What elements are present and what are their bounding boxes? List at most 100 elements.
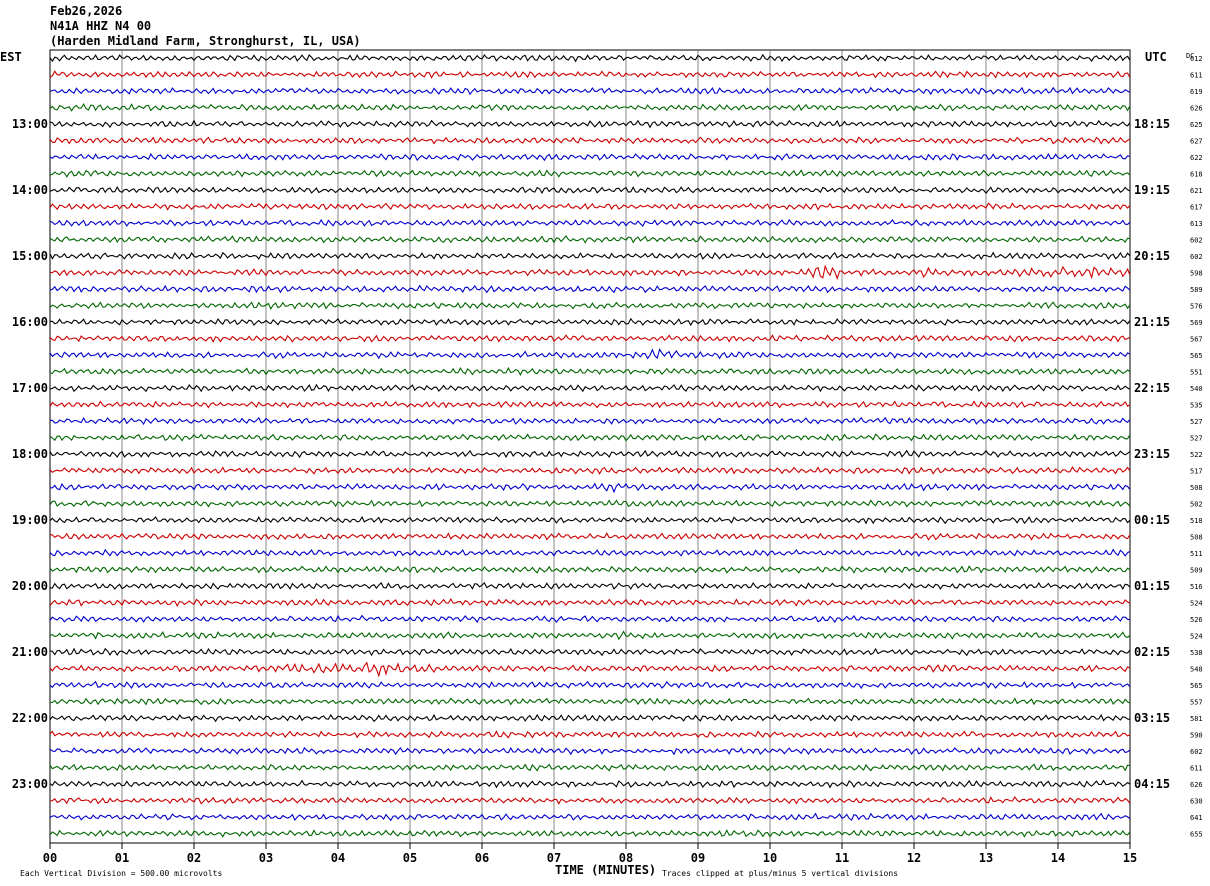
seismic-trace	[49, 763, 1131, 772]
seismic-trace	[49, 449, 1131, 459]
seismic-trace	[49, 400, 1131, 409]
dc-value-label: 518	[1190, 517, 1203, 525]
seismic-trace	[49, 647, 1131, 657]
dc-value-label: 511	[1190, 550, 1203, 558]
dc-value-label: 535	[1190, 402, 1203, 410]
seismic-trace	[49, 614, 1131, 624]
dc-value-label: 548	[1190, 666, 1203, 674]
dc-value-label: 565	[1190, 682, 1203, 690]
dc-value-label: 602	[1190, 748, 1203, 756]
dc-value-label: 538	[1190, 649, 1203, 657]
est-time-label: 23:00	[12, 777, 48, 791]
x-tick-label: 04	[331, 851, 345, 865]
dc-value-label: 626	[1190, 105, 1203, 113]
utc-time-label: 03:15	[1134, 711, 1170, 725]
est-time-label: 14:00	[12, 183, 48, 197]
dc-value-label: 612	[1190, 55, 1203, 63]
dc-value-label: 522	[1190, 451, 1203, 459]
utc-time-label: 19:15	[1134, 183, 1170, 197]
seismic-trace	[49, 779, 1131, 789]
seismic-trace	[49, 812, 1131, 822]
x-tick-label: 05	[403, 851, 417, 865]
dc-value-label: 619	[1190, 88, 1203, 96]
x-tick-label: 09	[691, 851, 705, 865]
dc-value-label: 524	[1190, 633, 1203, 641]
seismic-trace	[49, 218, 1131, 228]
est-time-label: 20:00	[12, 579, 48, 593]
seismic-trace	[49, 565, 1131, 574]
seismic-trace	[49, 317, 1131, 327]
seismic-trace	[49, 829, 1131, 838]
seismic-trace	[49, 598, 1131, 607]
seismic-trace	[49, 102, 1131, 112]
est-time-label: 19:00	[12, 513, 48, 527]
seismic-trace	[49, 746, 1131, 756]
est-time-label: 22:00	[12, 711, 48, 725]
x-tick-label: 12	[907, 851, 921, 865]
dc-value-label: 602	[1190, 253, 1203, 261]
dc-value-label: 611	[1190, 72, 1203, 80]
seismic-trace	[49, 70, 1131, 79]
seismic-trace	[49, 251, 1131, 261]
dc-value-label: 565	[1190, 352, 1203, 360]
clip-note: Traces clipped at plus/minus 5 vertical …	[662, 869, 898, 878]
seismic-trace	[49, 515, 1131, 525]
dc-value-label: 516	[1190, 583, 1203, 591]
seismic-trace	[49, 433, 1131, 442]
axis-labels: 00 01 02 03 04 05 06 07 08 09 10 11 12 13 14 15 612 611 61…	[12, 55, 1203, 865]
plot-frame	[49, 49, 1131, 844]
utc-axis-label: UTC	[1145, 50, 1167, 64]
utc-time-label: 20:15	[1134, 249, 1170, 263]
dc-value-label: 576	[1190, 303, 1203, 311]
seismic-trace	[49, 680, 1131, 690]
seismic-trace	[49, 548, 1131, 557]
dc-label: DC	[1186, 52, 1194, 60]
seismic-trace	[49, 499, 1131, 508]
seismic-trace	[49, 53, 1131, 63]
est-time-label: 13:00	[12, 117, 48, 131]
seismic-trace	[49, 348, 1131, 360]
dc-value-label: 508	[1190, 534, 1203, 542]
seismic-trace	[49, 630, 1131, 641]
x-tick-label: 00	[43, 851, 57, 865]
est-axis-label: EST	[0, 50, 22, 64]
est-time-label: 21:00	[12, 645, 48, 659]
utc-time-label: 04:15	[1134, 777, 1170, 791]
dc-value-label: 589	[1190, 286, 1203, 294]
dc-value-label: 613	[1190, 220, 1203, 228]
dc-value-label: 625	[1190, 121, 1203, 129]
plot-location: (Harden Midland Farm, Stronghurst, IL, U…	[50, 34, 361, 48]
scale-note: Each Vertical Division = 500.00 microvol…	[20, 869, 222, 878]
seismic-trace	[49, 169, 1131, 178]
dc-value-label: 622	[1190, 154, 1203, 162]
seismic-trace	[49, 334, 1131, 344]
seismic-trace	[49, 235, 1131, 244]
x-tick-label: 15	[1123, 851, 1137, 865]
seismic-trace	[50, 482, 1131, 494]
est-time-label: 16:00	[12, 315, 48, 329]
x-tick-label: 13	[979, 851, 993, 865]
dc-value-label: 621	[1190, 187, 1203, 195]
seismic-trace	[50, 697, 1131, 706]
dc-value-label: 517	[1190, 468, 1203, 476]
dc-value-label: 502	[1190, 501, 1203, 509]
dc-value-label: 581	[1190, 715, 1203, 723]
dc-value-label: 527	[1190, 418, 1203, 426]
utc-time-label: 02:15	[1134, 645, 1170, 659]
plot-station: N41A HHZ N4 00	[50, 19, 152, 33]
x-tick-label: 07	[547, 851, 561, 865]
seismic-trace	[49, 264, 1131, 281]
seismic-trace	[49, 713, 1131, 723]
utc-time-label: 23:15	[1134, 447, 1170, 461]
dc-value-label: 611	[1190, 765, 1203, 773]
dc-value-label: 551	[1190, 369, 1203, 377]
seismic-trace	[49, 532, 1131, 541]
dc-value-label: 527	[1190, 435, 1203, 443]
utc-time-label: 00:15	[1134, 513, 1170, 527]
seismic-trace	[49, 136, 1131, 145]
dc-value-label: 526	[1190, 616, 1203, 624]
seismic-trace	[49, 730, 1131, 739]
dc-value-label: 557	[1190, 699, 1203, 707]
seismic-trace	[49, 581, 1131, 591]
seismic-trace	[49, 796, 1131, 805]
